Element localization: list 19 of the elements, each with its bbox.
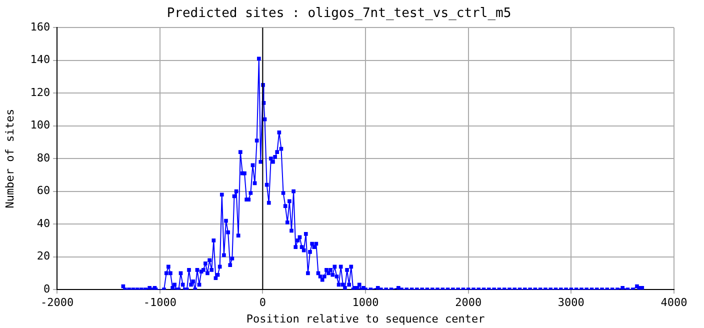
y-tick-label: 100 [30,118,50,132]
x-tick-label: 2000 [455,296,482,310]
x-tick-label: 3000 [558,296,584,310]
chart-title: Predicted sites : oligos_7nt_test_vs_ctrl_m5 [166,6,512,22]
x-tick-label: -1000 [143,296,176,310]
y-tick-label: 80 [36,151,50,164]
y-tick-label: 120 [30,86,50,99]
y-tick-label: 60 [36,184,50,198]
y-tick-label: 160 [30,20,50,34]
y-tick-label: 0 [43,282,50,296]
y-tick-label: 40 [36,216,50,230]
y-tick-label: 140 [30,53,50,66]
y-tick-label: 20 [36,250,50,263]
x-tick-label: 4000 [660,296,688,310]
y-axis-title: Number of sites [3,108,16,208]
x-tick-label: -2000 [40,296,74,310]
x-tick-label: 1000 [352,296,379,310]
x-axis-title: Position relative to sequence center [246,312,486,326]
x-tick-label: 0 [259,296,266,310]
